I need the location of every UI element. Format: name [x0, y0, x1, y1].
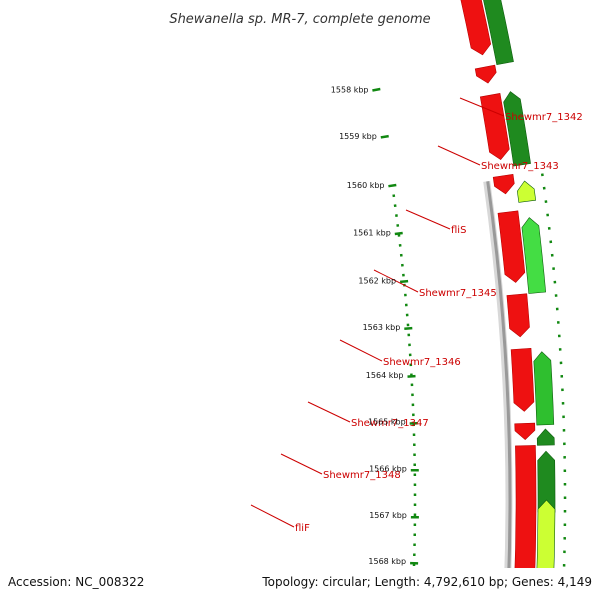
- cds-reverse: [516, 180, 537, 203]
- tick-label: 1559 kbp: [339, 132, 377, 141]
- gene-label: Shewmr7_1343: [481, 161, 559, 172]
- genome-summary-text: Topology: circular; Length: 4,792,610 bp…: [261, 575, 592, 589]
- tick-labels: 1558 kbp 1559 kbp 1560 kbp 1561 kbp 1562 kbp…: [331, 85, 407, 566]
- tick-label: 1560 kbp: [347, 181, 385, 190]
- cds-reverse: [521, 217, 547, 294]
- tick-label: 1561 kbp: [353, 229, 391, 238]
- gene-label-leader: [250, 504, 295, 528]
- cds-forward: [514, 422, 536, 441]
- gene-label: fliF: [295, 523, 310, 534]
- gene-label-leader: [307, 401, 351, 423]
- tick-label: 1563 kbp: [363, 323, 401, 332]
- gene-label: Shewmr7_1345: [419, 288, 497, 299]
- backbone: [483, 180, 513, 589]
- tick-label: 1566 kbp: [369, 464, 407, 473]
- cds-forward: [497, 210, 526, 283]
- tick-mark: [372, 87, 381, 92]
- cds-reverse: [533, 351, 555, 426]
- cds-forward: [492, 173, 515, 195]
- cds-forward: [510, 347, 535, 412]
- accession-text: Accession: NC_008322: [8, 575, 144, 589]
- tick-mark: [388, 183, 397, 188]
- gene-features: [460, 0, 556, 600]
- gene-label-leader: [373, 269, 419, 293]
- gene-label-leader: [437, 145, 481, 166]
- gene-label: Shewmr7_1342: [505, 112, 583, 123]
- tick-mark: [399, 279, 409, 284]
- tick-label: 1567 kbp: [369, 511, 407, 520]
- gene-label-leader: [280, 453, 323, 475]
- gene-label: fliS: [451, 225, 466, 236]
- gene-label-leader: [459, 97, 505, 117]
- gene-label: Shewmr7_1347: [351, 418, 429, 429]
- gene-label-leader: [339, 339, 383, 362]
- tick-mark: [407, 374, 416, 378]
- gene-labels: Shewmr7_1342 Shewmr7_1343 fliS Shewmr7_1345…: [250, 97, 583, 534]
- footer-background: [0, 568, 600, 600]
- tick-label: 1562 kbp: [358, 276, 396, 285]
- map-title: Shewanella sp. MR-7, complete genome: [169, 12, 430, 27]
- tick-label: 1568 kbp: [368, 557, 406, 566]
- cds-reverse: [503, 91, 531, 167]
- gene-label-leader: [405, 209, 451, 230]
- tick-mark: [394, 231, 403, 236]
- tick-mark: [404, 326, 413, 330]
- scale-dotted-outer: [392, 194, 417, 585]
- cds-reverse: [536, 428, 555, 446]
- cds-reverse: [483, 0, 514, 66]
- backbone-line: [486, 181, 512, 588]
- gene-label: Shewmr7_1346: [383, 357, 461, 368]
- gene-label: Shewmr7_1348: [323, 470, 401, 481]
- tick-mark: [380, 134, 389, 139]
- tick-marks: [372, 87, 567, 591]
- tick-label: 1564 kbp: [366, 371, 404, 380]
- cds-forward: [460, 0, 492, 56]
- tick-label: 1558 kbp: [331, 85, 369, 94]
- cds-forward: [479, 93, 510, 160]
- tick-label: 1565 kbp: [368, 418, 406, 427]
- cds-forward: [474, 64, 497, 84]
- cds-forward: [506, 293, 530, 338]
